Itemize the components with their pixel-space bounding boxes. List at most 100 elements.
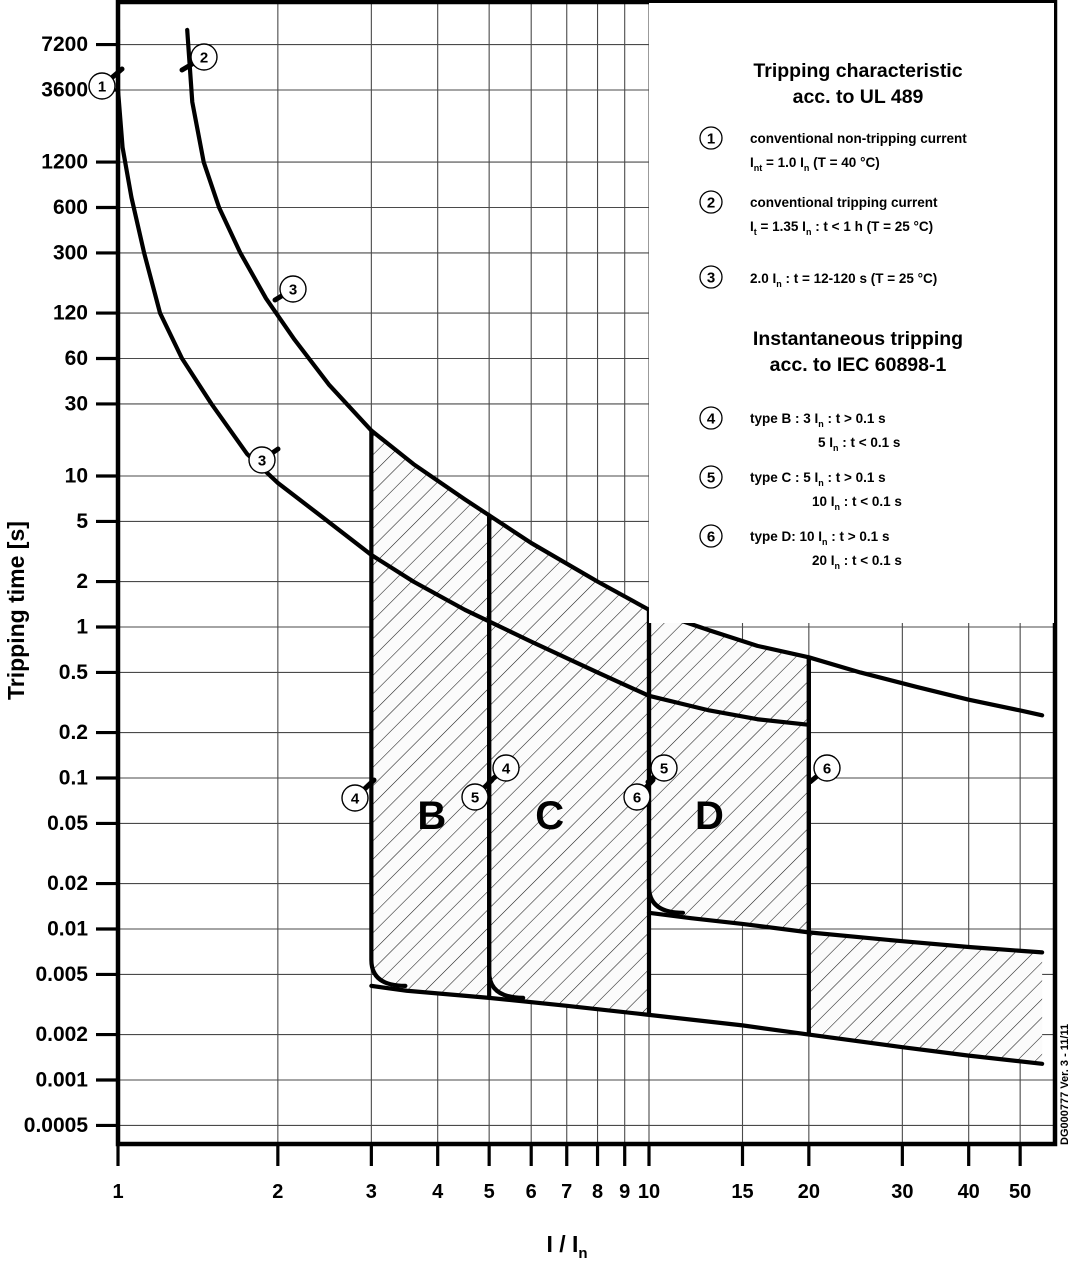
callout-label: 6 xyxy=(633,790,641,807)
marker-5-circle xyxy=(699,465,723,489)
region-label-d: D xyxy=(695,794,724,838)
marker-1-label: 1 xyxy=(707,131,715,148)
svg-text:Tripping time [s]: Tripping time [s] xyxy=(3,521,29,700)
marker-1-circle xyxy=(699,126,723,150)
legend-entry-3: 3 2.0 In : t = 12-120 s (T = 25 °C) xyxy=(699,265,937,289)
legend-block1-title-line2: acc. to UL 489 xyxy=(793,86,924,108)
marker-2-label: 2 xyxy=(707,195,715,212)
y-tick-label: 5 xyxy=(76,510,88,533)
x-tick-label: 30 xyxy=(891,1181,913,1203)
y-axis-title: Tripping time [s] xyxy=(3,521,29,700)
marker-6-circle xyxy=(699,524,723,548)
x-tick-label: 7 xyxy=(561,1181,572,1203)
y-tick-label: 0.5 xyxy=(59,661,89,684)
region-label-b: B xyxy=(417,794,446,838)
x-axis-tick-labels: 1 2 3 4 5 6 7 8 9 10 15 20 30 40 50 xyxy=(112,1144,1031,1203)
x-tick-label: 6 xyxy=(526,1181,537,1203)
svg-text:I / In: I / In xyxy=(546,1231,587,1262)
watermark: DG000777 Ver. 3 - 11/11 xyxy=(1059,1024,1071,1145)
x-tick-label: 1 xyxy=(112,1181,123,1203)
marker-2-circle xyxy=(699,190,723,214)
svg-text:DG000777 Ver. 3 - 11/11: DG000777 Ver. 3 - 11/11 xyxy=(1059,1024,1071,1145)
y-tick-label: 0.02 xyxy=(47,872,88,895)
callout-label: 5 xyxy=(660,761,668,778)
legend-entry-4: 4 type B : 3 In : t > 0.1 s 5 In : t < 0… xyxy=(699,406,900,453)
legend-entry-4-line2: 5 In : t < 0.1 s xyxy=(818,435,900,453)
legend-entry-5-line1: type C : 5 In : t > 0.1 s xyxy=(750,470,886,488)
callout-label: 1 xyxy=(98,79,106,96)
legend-entry-2-line1: conventional tripping current xyxy=(750,195,938,210)
region-label-c: C xyxy=(535,794,564,838)
x-tick-label: 5 xyxy=(484,1181,495,1203)
callout-marker-2: 2 xyxy=(179,43,218,73)
legend-panel: Tripping characteristic acc. to UL 489 1… xyxy=(649,3,1054,623)
y-tick-label: 0.01 xyxy=(47,918,88,941)
y-tick-label: 3600 xyxy=(41,79,88,102)
plot-frame xyxy=(115,0,1058,1147)
marker-3-label: 3 xyxy=(707,270,715,287)
y-tick-label: 0.05 xyxy=(47,812,88,835)
legend-entry-6-line1: type D: 10 In : t > 0.1 s xyxy=(750,529,889,547)
callout-label: 6 xyxy=(823,761,831,778)
marker-5-label: 5 xyxy=(707,470,715,487)
callout-label: 3 xyxy=(258,453,266,470)
legend-block1-title-line1: Tripping characteristic xyxy=(753,60,962,82)
callout-label: 4 xyxy=(351,791,360,808)
x-tick-label: 8 xyxy=(592,1181,603,1203)
marker-6-label: 6 xyxy=(707,529,715,546)
callout-marker-3: 3 xyxy=(272,275,307,303)
y-tick-label: 10 xyxy=(65,465,88,488)
legend-entry-1: 1 conventional non-tripping current Int … xyxy=(699,126,967,173)
y-tick-label: 1 xyxy=(76,616,88,639)
y-tick-label: 2 xyxy=(76,570,88,593)
legend-entry-6: 6 type D: 10 In : t > 0.1 s 20 In : t < … xyxy=(699,524,902,571)
y-tick-label: 30 xyxy=(65,393,88,416)
callout-marker-5: 5 xyxy=(461,777,495,811)
legend-entry-5-line2: 10 In : t < 0.1 s xyxy=(812,494,902,512)
legend-entry-6-line2: 20 In : t < 0.1 s xyxy=(812,553,902,571)
legend-entry-1-line1: conventional non-tripping current xyxy=(750,131,967,146)
region-labels: B C D xyxy=(417,794,724,838)
legend-block2-title-line2: acc. to IEC 60898-1 xyxy=(770,354,947,376)
x-tick-label: 40 xyxy=(958,1181,980,1203)
legend-entry-3-line: 2.0 In : t = 12-120 s (T = 25 °C) xyxy=(750,271,937,289)
x-tick-label: 10 xyxy=(638,1181,660,1203)
x-tick-label: 9 xyxy=(619,1181,630,1203)
callout-label: 3 xyxy=(289,282,297,299)
legend-entry-1-line2: Int = 1.0 In (T = 40 °C) xyxy=(750,155,880,173)
callout-label: 2 xyxy=(200,50,208,67)
y-tick-label: 300 xyxy=(53,242,88,265)
y-tick-label: 60 xyxy=(65,347,88,370)
y-tick-label: 0.002 xyxy=(35,1023,88,1046)
callout-marker-6: 6 xyxy=(623,777,656,811)
x-tick-label: 50 xyxy=(1009,1181,1031,1203)
callout-label: 5 xyxy=(471,790,479,807)
legend-entry-2: 2 conventional tripping current It = 1.3… xyxy=(699,190,938,237)
legend-entry-5: 5 type C : 5 In : t > 0.1 s 10 In : t < … xyxy=(699,465,902,512)
x-tick-label: 4 xyxy=(432,1181,444,1203)
x-tick-label: 20 xyxy=(798,1181,820,1203)
y-tick-label: 0.0005 xyxy=(24,1114,89,1137)
y-tick-label: 0.005 xyxy=(35,963,88,986)
callout-marker-4: 4 xyxy=(341,777,377,812)
y-tick-label: 600 xyxy=(53,196,88,219)
x-tick-label: 15 xyxy=(731,1181,753,1203)
x-tick-label: 3 xyxy=(366,1181,377,1203)
legend-entry-4-line1: type B : 3 In : t > 0.1 s xyxy=(750,411,886,429)
y-tick-label: 7200 xyxy=(41,33,88,56)
x-tick-label: 2 xyxy=(272,1181,283,1203)
callout-marker-6: 6 xyxy=(807,754,841,785)
y-tick-label: 120 xyxy=(53,302,88,325)
legend-block2-title-line1: Instantaneous tripping xyxy=(753,328,963,350)
legend-entry-2-line2: It = 1.35 In : t < 1 h (T = 25 °C) xyxy=(750,219,933,237)
callout-marker-1: 1 xyxy=(88,66,125,100)
marker-4-label: 4 xyxy=(707,411,716,428)
y-tick-label: 0.001 xyxy=(35,1069,88,1092)
chart-callout-markers: 1 2 3 3 4 4 5 5 6 6 xyxy=(88,43,841,812)
characteristic-curves xyxy=(118,27,1045,1066)
marker-3-circle xyxy=(699,265,723,289)
callout-label: 4 xyxy=(502,761,511,778)
y-tick-label: 0.2 xyxy=(59,721,88,744)
callout-marker-3: 3 xyxy=(248,446,281,474)
